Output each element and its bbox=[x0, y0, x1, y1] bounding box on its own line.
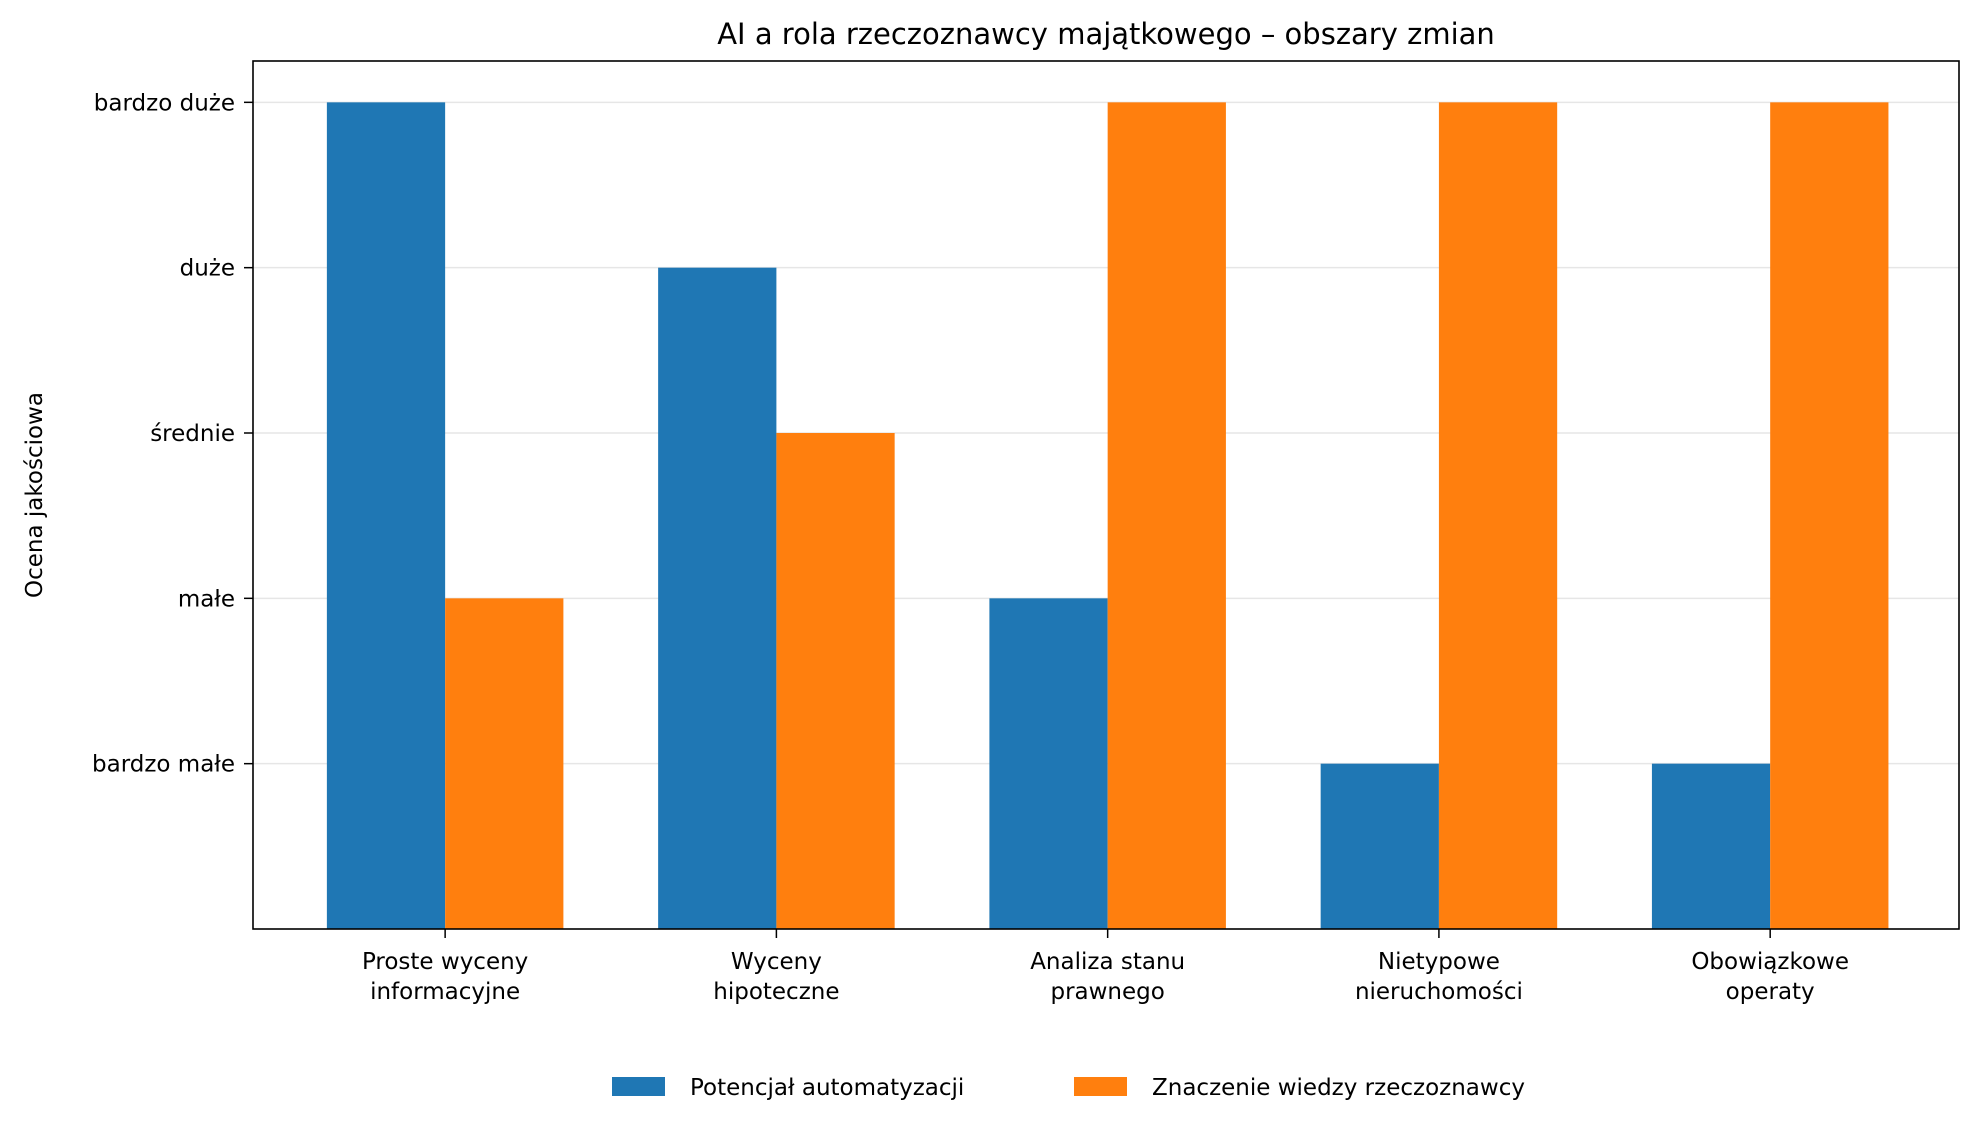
y-axis-label: Ocena jakościowa bbox=[22, 392, 48, 598]
chart-title: AI a rola rzeczoznawcy majątkowego – obs… bbox=[717, 17, 1495, 51]
bar-expertise bbox=[445, 598, 564, 929]
bar-automation bbox=[658, 267, 777, 930]
bar-expertise bbox=[1438, 102, 1558, 930]
bar-expertise bbox=[776, 433, 895, 929]
legend: Potencjał automatyzacji Znaczenie wiedzy … bbox=[612, 1075, 1525, 1101]
y-tick-label: bardzo duże bbox=[94, 90, 235, 116]
legend-swatch bbox=[1074, 1077, 1127, 1096]
bar-automation bbox=[326, 102, 446, 930]
y-axis-ticks: bardzo małe małe średnie duże bardzo duże bbox=[92, 90, 253, 778]
bar-automation bbox=[1651, 763, 1771, 929]
legend-label: Znaczenie wiedzy rzeczoznawcy bbox=[1152, 1075, 1525, 1101]
y-tick-label: duże bbox=[180, 256, 235, 282]
bar-expertise bbox=[1107, 102, 1226, 930]
bar-expertise bbox=[1770, 102, 1889, 930]
legend-label: Potencjał automatyzacji bbox=[690, 1075, 964, 1101]
plot-frame bbox=[252, 60, 1960, 930]
legend-swatch bbox=[612, 1077, 665, 1096]
bars bbox=[326, 102, 1889, 930]
y-tick-label: średnie bbox=[150, 421, 235, 447]
x-tick-label: Proste wyceny informacyjne bbox=[362, 949, 528, 1005]
bar-automation bbox=[989, 598, 1108, 929]
y-tick-label: bardzo małe bbox=[92, 752, 235, 778]
bar-automation bbox=[1320, 763, 1439, 929]
x-tick-label: Wyceny hipoteczne bbox=[713, 949, 839, 1005]
x-tick-label: Nietypowe nieruchomości bbox=[1355, 949, 1523, 1005]
x-tick-label: Obowiązkowe operaty bbox=[1691, 949, 1849, 1005]
x-tick-label: Analiza stanu prawnego bbox=[1030, 949, 1185, 1005]
x-axis-ticks: Proste wyceny informacyjne Wyceny hipoteczn… bbox=[362, 929, 1849, 1005]
y-tick-label: małe bbox=[178, 586, 235, 612]
